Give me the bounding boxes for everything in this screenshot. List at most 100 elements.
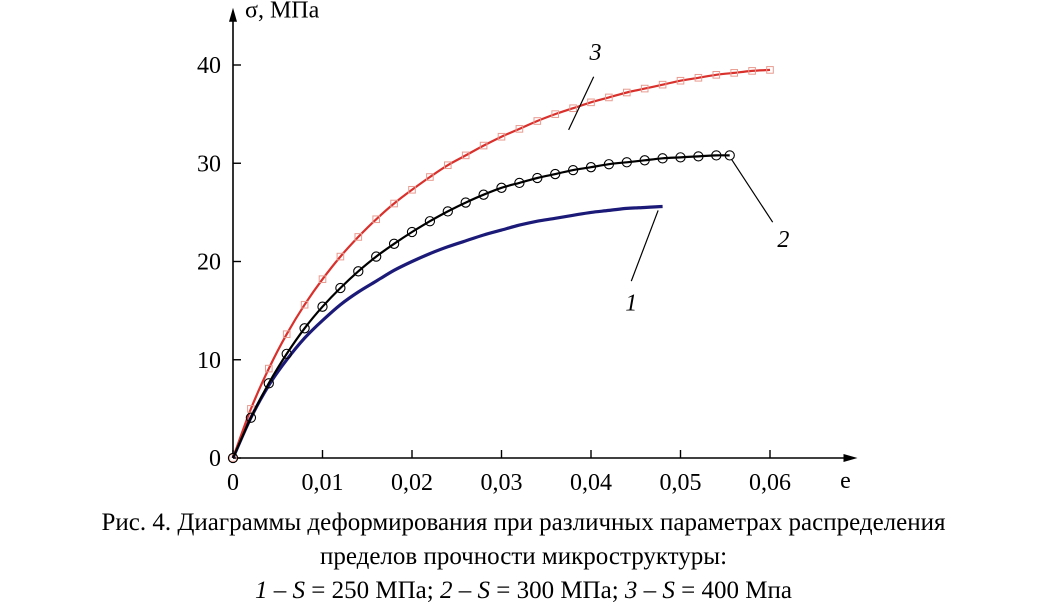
series-3-point xyxy=(372,215,380,224)
series-2-point xyxy=(693,151,704,162)
series-2-point xyxy=(711,150,722,161)
x-tick-label: 0,04 xyxy=(570,470,612,496)
series-2-point xyxy=(424,216,436,227)
stress-strain-chart: 0 0,01 0,02 0,03 0,04 0,05 0,06 0 10 20 30 40 e σ, МП… xyxy=(197,0,858,496)
series-3-point xyxy=(605,93,613,102)
series-3-point xyxy=(748,67,756,75)
y-tick-label: 30 xyxy=(197,151,221,177)
caption-part: S xyxy=(292,577,306,604)
y-tick-label: 0 xyxy=(209,446,221,472)
caption-part: = 400 Мпа xyxy=(674,577,792,604)
series-3-point xyxy=(676,76,685,85)
series-3-point xyxy=(712,71,721,79)
series-3-point xyxy=(390,199,398,208)
series-3-point xyxy=(658,80,667,89)
series-layer xyxy=(227,66,774,464)
series-2-point xyxy=(639,155,650,166)
series-3-point xyxy=(461,151,470,160)
series-3-point xyxy=(318,275,327,283)
series-3-point xyxy=(408,185,416,194)
labels-layer: 1 2 3 xyxy=(568,40,789,317)
x-tick-label: 0,06 xyxy=(749,470,791,496)
x-axis-label: e xyxy=(840,468,851,494)
series-3-point xyxy=(336,252,345,261)
series-3-point xyxy=(444,161,452,170)
curve-3-label: 3 xyxy=(588,40,601,66)
y-tick-label: 40 xyxy=(197,53,221,79)
series-2-point xyxy=(406,226,418,238)
axes: 0 0,01 0,02 0,03 0,04 0,05 0,06 0 10 20 30 40 e σ, МП… xyxy=(197,0,858,496)
caption-part: – xyxy=(452,577,478,604)
series-3-point xyxy=(497,132,506,141)
x-tick-label: 0,05 xyxy=(660,470,702,496)
series-3-point xyxy=(300,300,309,309)
series-2-point xyxy=(675,152,686,163)
series-3-point xyxy=(229,454,237,462)
series-1-line xyxy=(231,204,663,459)
x-tick-label: 0,01 xyxy=(302,470,344,496)
x-tick-label: 0,03 xyxy=(481,470,523,496)
series-3-point xyxy=(587,98,595,107)
caption-part: = 250 МПа; xyxy=(305,577,440,604)
x-tick-label: 0,02 xyxy=(391,470,433,496)
series-2-point xyxy=(603,159,615,170)
caption-part: 3 xyxy=(624,577,638,604)
series-2-point xyxy=(371,251,382,262)
series-2 xyxy=(227,150,735,464)
curve-1-label: 1 xyxy=(625,291,637,317)
series-3-point xyxy=(730,69,739,77)
series-2-point xyxy=(335,282,346,294)
y-axis-arrow xyxy=(229,7,237,22)
series-2-point xyxy=(299,323,310,334)
curve-1-leader xyxy=(630,210,659,282)
series-3-point xyxy=(533,117,542,125)
series-2-point xyxy=(442,206,453,217)
caption-part: = 300 МПа; xyxy=(489,577,625,604)
series-2-point xyxy=(478,189,489,200)
series-2-point xyxy=(317,301,328,312)
series-2-point xyxy=(724,150,735,161)
series-3-line xyxy=(231,68,771,459)
series-2-point xyxy=(621,157,632,168)
series-2-point xyxy=(227,452,239,464)
series-3-point xyxy=(694,73,703,82)
series-3 xyxy=(229,66,774,462)
series-2-point xyxy=(245,412,257,423)
caption-part: – xyxy=(267,577,293,604)
series-3-point xyxy=(265,364,273,373)
series-3-point xyxy=(569,104,577,113)
series-2-point xyxy=(585,162,597,173)
curve-2-leader xyxy=(731,158,774,223)
series-2-point xyxy=(281,348,292,360)
caption-part: S xyxy=(662,577,675,604)
series-1 xyxy=(231,204,663,459)
series-3-point xyxy=(623,88,631,97)
y-tick-label: 20 xyxy=(197,250,221,276)
series-3-point xyxy=(354,233,363,241)
figure-caption-line-1: Рис. 4. Диаграммы деформирования при раз… xyxy=(101,509,946,536)
series-3-point xyxy=(479,141,488,150)
caption-part: 1 xyxy=(255,577,268,604)
series-3-point xyxy=(515,125,524,133)
series-2-point xyxy=(657,153,668,164)
series-2-point xyxy=(353,266,364,277)
figure-caption-line-3: 1 – S = 250 МПа; 2 – S = 300 МПа; 3 – S … xyxy=(0,574,1047,608)
figure-caption-line-2: пределов прочности микроструктуры: xyxy=(319,543,728,570)
x-tick-label: 0 xyxy=(227,470,239,496)
curve-2-label: 2 xyxy=(777,227,789,253)
series-3-point xyxy=(551,110,560,118)
x-axis-arrow xyxy=(843,454,858,462)
series-3-point xyxy=(766,66,774,74)
series-2-point xyxy=(496,182,507,193)
series-2-line xyxy=(231,154,730,459)
series-2-point xyxy=(514,177,525,189)
series-2-point xyxy=(567,164,579,176)
series-2-point xyxy=(263,378,274,389)
curve-3-leader xyxy=(568,76,595,131)
series-2-point xyxy=(532,172,543,184)
y-axis-label: σ, МПа xyxy=(245,0,320,24)
series-2-point xyxy=(550,168,561,180)
series-2-point xyxy=(460,197,471,208)
y-tick-label: 10 xyxy=(197,348,221,374)
caption-part: S xyxy=(477,577,490,604)
